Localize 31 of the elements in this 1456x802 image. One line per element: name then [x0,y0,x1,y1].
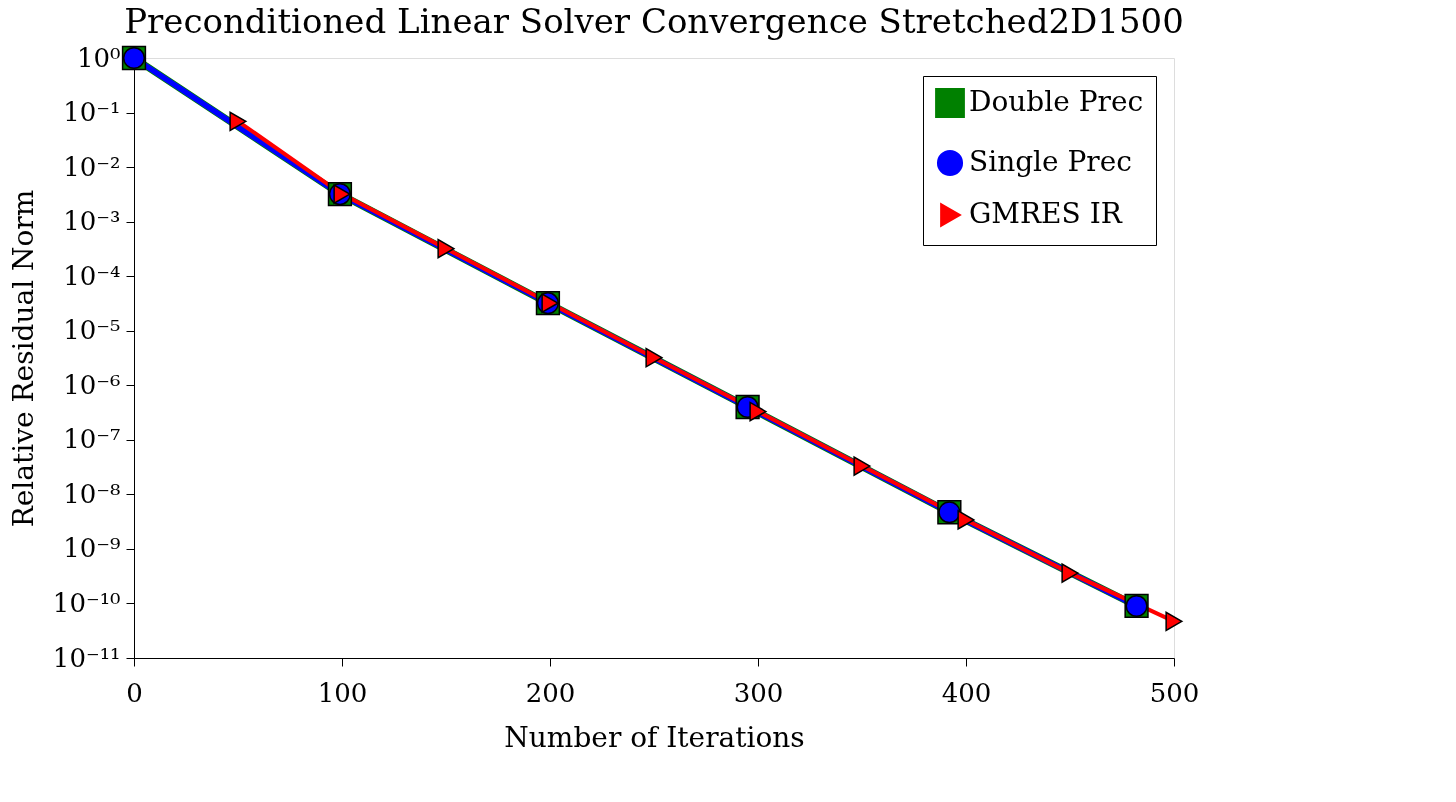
x-tick-label: 200 [525,677,576,708]
y-tick-label: 10⁻³ [63,206,121,237]
point [229,111,247,132]
y-tick-label: 10⁰ [76,42,121,73]
x-axis-title: Number of Iterations [504,720,805,754]
legend-label: GMRES IR [969,197,1123,230]
y-tick-label: 10⁻² [63,151,121,182]
x-tick-label: 0 [126,677,143,708]
point [957,510,975,530]
y-tick-label: 10⁻⁶ [63,369,121,400]
y-tick-label: 10⁻⁵ [63,315,121,346]
y-tick-label: 10⁻⁷ [63,424,121,455]
chart-title: Preconditioned Linear Solver Convergence Stretched2D1500 [124,0,1184,41]
y-tick-label: 10⁻⁸ [63,478,121,509]
point [1165,611,1183,632]
y-tick-label: 10⁻¹ [63,97,121,128]
y-axis-title: Relative Residual Norm [6,189,40,528]
x-tick-label: 300 [733,677,784,708]
y-tick-label: 10⁻⁴ [63,260,121,291]
point [853,456,871,476]
x-tick-label: 400 [941,677,992,708]
y-tick-label: 10⁻¹⁰ [52,587,121,618]
legend-label: Single Prec [969,145,1132,178]
x-tick-label: 100 [317,677,368,708]
x-tick-label: 500 [1149,677,1200,708]
point [1061,563,1079,583]
y-tick-label: 10⁻⁹ [63,533,121,564]
point [437,238,455,259]
legend-label: Double Prec [969,85,1144,118]
y-tick-label: 10⁻¹¹ [52,642,121,673]
point [645,347,663,368]
